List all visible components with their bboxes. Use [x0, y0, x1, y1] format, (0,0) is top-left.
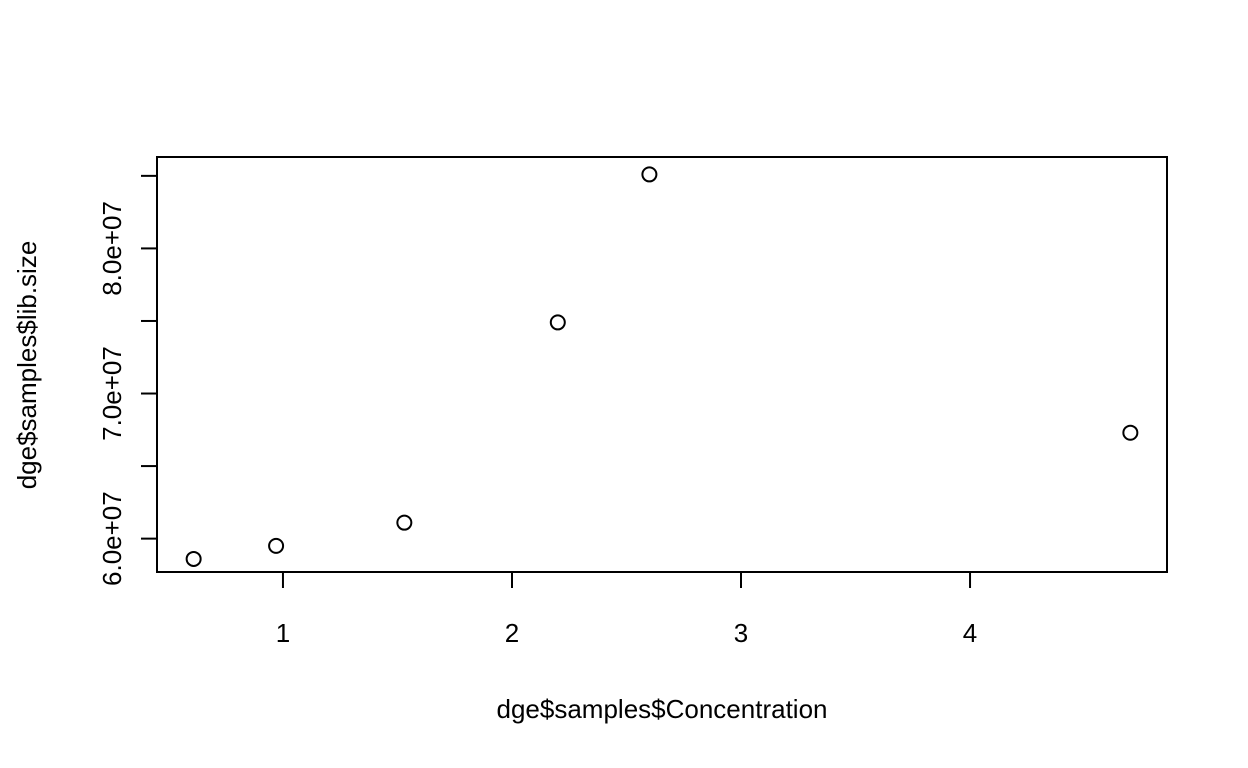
- y-tick-label: 6.0e+07: [97, 491, 127, 586]
- x-axis-title: dge$samples$Concentration: [497, 694, 828, 724]
- data-point: [641, 166, 658, 183]
- y-tick-label: 8.0e+07: [97, 201, 127, 296]
- y-axis: 6.0e+07 7.0e+07 8.0e+07: [97, 174, 157, 586]
- data-point: [185, 550, 202, 567]
- data-points: [185, 166, 1139, 567]
- y-tick-label: 7.0e+07: [97, 346, 127, 441]
- data-point: [268, 537, 285, 554]
- data-point: [1122, 424, 1139, 441]
- plot-box: [156, 156, 1168, 573]
- data-point: [549, 314, 566, 331]
- x-tick-label: 4: [963, 618, 977, 648]
- x-tick-label: 2: [505, 618, 519, 648]
- x-tick-label: 3: [734, 618, 748, 648]
- x-tick-label: 1: [276, 618, 290, 648]
- y-axis-title: dge$samples$lib.size: [12, 241, 42, 490]
- x-axis: 1 2 3 4: [276, 572, 977, 648]
- data-point: [396, 514, 413, 531]
